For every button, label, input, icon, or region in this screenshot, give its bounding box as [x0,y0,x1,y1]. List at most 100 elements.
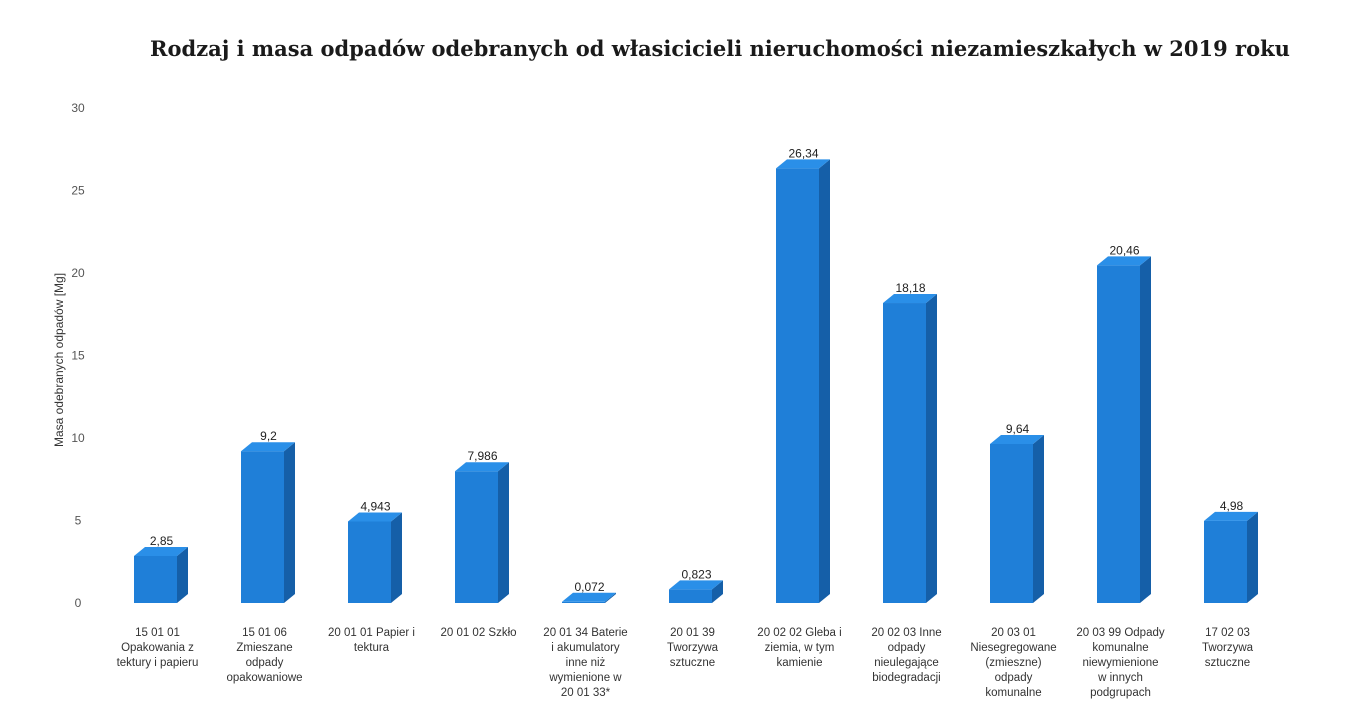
y-tick-label: 0 [75,596,82,610]
data-label: 0,823 [681,567,711,581]
category-label: 20 01 02 Szkło [440,627,516,639]
category-label-line: 20 03 01 [991,627,1036,639]
data-label: 4,98 [1220,499,1244,513]
category-label-line: wymienione w [548,672,622,684]
bar-top [990,434,1044,444]
category-label-line: 15 01 06 [242,627,287,639]
bar-7 [776,159,830,603]
y-axis-ticks: 0 5 10 15 20 25 30 [71,101,85,610]
category-label-line: opakowaniowe [226,672,302,684]
bars [134,159,1258,603]
bar-9 [990,434,1044,603]
category-label-line: ziemia, w tym [765,642,835,654]
bar-5 [562,592,616,603]
category-label-line: 20 03 99 Odpady [1076,627,1164,639]
category-label: 20 01 34 Baterie i akumulatory inne niż wym… [543,627,627,699]
bar-front [455,471,498,603]
y-axis-label: Masa odebranych odpadów [Mg] [52,273,66,447]
data-label: 18,18 [895,281,925,295]
category-label-line: komunalne [1092,642,1148,654]
category-label-line: 20 01 02 Szkło [440,627,516,639]
data-label: 4,943 [360,499,390,513]
bar-3 [348,512,402,603]
bar-side [1247,511,1258,603]
chart-title: Rodzaj i masa odpadów odebranych od włas… [150,36,1290,61]
bar-top [562,592,616,602]
y-tick-label: 15 [71,349,85,363]
category-label-line: 20 01 01 Papier i [328,627,415,639]
data-label: 20,46 [1109,243,1139,257]
category-label-line: Niesegregowane [970,642,1056,654]
category-label-line: niewymienione [1082,657,1158,669]
category-label-line: sztuczne [1205,657,1250,669]
category-label: 15 01 06 Zmieszane odpady opakowaniowe [226,627,302,684]
bar-top [1204,511,1258,521]
data-label: 26,34 [788,146,818,160]
y-tick-label: 20 [71,266,85,280]
bar-top [883,294,937,304]
bar-1 [134,546,188,603]
y-tick-label: 25 [71,184,85,198]
bar-8 [883,294,937,603]
bar-front [562,601,605,603]
bar-2 [241,442,295,603]
category-label: 20 01 39 Tworzywa sztuczne [667,627,719,669]
bar-side [1033,434,1044,603]
category-label-line: 20 01 33* [561,687,611,699]
category-label-line: tektury i papieru [117,657,199,669]
data-label: 7,986 [467,449,497,463]
category-label-line: 20 01 34 Baterie [543,627,627,639]
bar-6 [669,580,723,603]
category-label-line: 17 02 03 [1205,627,1250,639]
category-label-line: odpady [246,657,284,669]
category-label-line: w innych [1097,672,1143,684]
category-label-line: komunalne [985,687,1041,699]
bar-front [776,168,819,603]
category-label-line: 20 02 02 Gleba i [757,627,841,639]
bar-side [819,159,830,603]
data-label: 9,2 [260,429,277,443]
bar-top [669,580,723,590]
category-label-line: 20 02 03 Inne [871,627,941,639]
category-label-line: nieulegające [874,657,939,669]
category-label-line: Tworzywa [1202,642,1254,654]
data-label: 0,072 [574,580,604,594]
category-label-line: inne niż [566,657,606,669]
category-label: 20 03 01 Niesegregowane (zmieszne) odpady ko… [970,627,1056,699]
bar-side [605,592,616,603]
bar-side [712,580,723,603]
bar-side [177,546,188,603]
category-label: 20 03 99 Odpady komunalne niewymienione w i… [1076,627,1164,699]
y-tick-label: 5 [75,514,82,528]
bar-side [1140,256,1151,603]
category-label-line: kamienie [776,657,822,669]
bar-front [134,555,177,603]
category-label: 20 01 01 Papier i tektura [328,627,415,654]
bar-front [990,443,1033,603]
bar-top [1097,256,1151,266]
bar-front [883,303,926,603]
data-label: 2,85 [150,534,174,548]
data-labels: 2,85 9,2 4,943 7,986 0,072 0,823 26,34 18,18 9,6… [150,146,1244,593]
bar-front [1097,265,1140,603]
category-label-line: Zmieszane [236,642,292,654]
bar-top [348,512,402,522]
category-label-line: odpady [995,672,1033,684]
bar-side [926,294,937,603]
bar-front [348,521,391,603]
category-label: 17 02 03 Tworzywa sztuczne [1202,627,1254,669]
category-labels: 15 01 01 Opakowania z tektury i papieru15 … [117,627,1254,699]
bar-front [669,589,712,603]
category-label-line: podgrupach [1090,687,1151,699]
bar-10 [1097,256,1151,603]
bar-front [1204,520,1247,603]
category-label: 20 02 03 Inne odpady nieulegające biodegrad… [871,627,941,684]
bar-side [498,462,509,603]
category-label-line: 20 01 39 [670,627,715,639]
bar-4 [455,462,509,603]
category-label-line: tektura [354,642,390,654]
category-label-line: (zmieszne) [985,657,1041,669]
y-tick-label: 30 [71,101,85,115]
bar-top [455,462,509,472]
